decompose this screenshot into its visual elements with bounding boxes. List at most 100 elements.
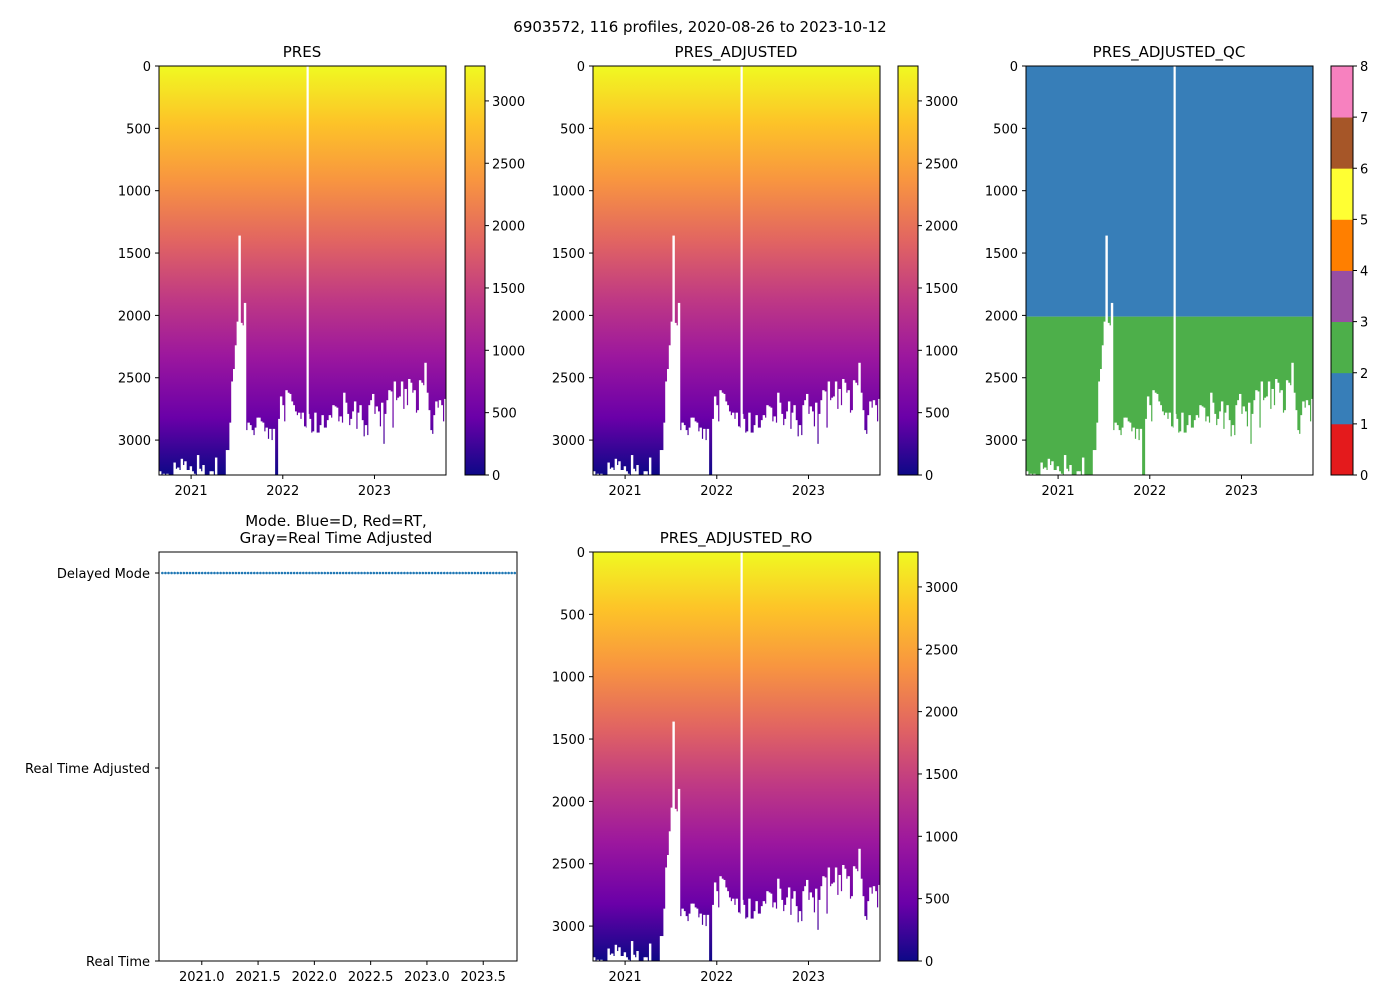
no-data-column bbox=[249, 425, 252, 475]
no-data-column bbox=[867, 901, 870, 961]
no-data-column bbox=[301, 412, 305, 475]
mode-point bbox=[510, 571, 513, 575]
no-data-column bbox=[1280, 390, 1283, 475]
no-data-column bbox=[1249, 443, 1253, 475]
no-data-column bbox=[1161, 411, 1164, 475]
no-data-column bbox=[1172, 427, 1175, 475]
no-data-column bbox=[697, 917, 701, 961]
plot-frame bbox=[592, 65, 881, 476]
no-data-column bbox=[186, 470, 189, 475]
mode-point bbox=[390, 571, 394, 575]
no-data-column bbox=[733, 904, 737, 961]
no-data-column bbox=[620, 470, 623, 475]
no-data-column bbox=[214, 457, 218, 475]
no-data-column bbox=[225, 450, 229, 475]
no-data-column bbox=[872, 886, 876, 961]
no-data-column bbox=[623, 952, 627, 961]
no-data-column bbox=[667, 369, 670, 475]
x-tick-label: 2023 bbox=[792, 970, 825, 985]
no-data-column bbox=[1303, 407, 1307, 475]
mode-point bbox=[323, 571, 327, 575]
no-data-column bbox=[1233, 435, 1236, 475]
no-data-column bbox=[366, 435, 369, 475]
y-tick-label: 500 bbox=[560, 122, 585, 137]
mode-point bbox=[277, 571, 281, 575]
no-data-column bbox=[593, 957, 596, 961]
no-data-column bbox=[1042, 468, 1045, 475]
no-data-column bbox=[371, 393, 375, 475]
no-data-column bbox=[715, 405, 719, 475]
no-data-column bbox=[876, 907, 879, 961]
colorbar-tick-label: 500 bbox=[492, 407, 517, 422]
no-data-column bbox=[270, 440, 274, 475]
colorbar-ticks: 0 500 1000 1500 2000 2500 3000 bbox=[485, 95, 525, 484]
no-data-column bbox=[872, 400, 876, 475]
no-data-column bbox=[330, 417, 333, 475]
no-data-column bbox=[435, 401, 438, 475]
no-data-column bbox=[1029, 473, 1033, 475]
no-data-column bbox=[1264, 397, 1267, 475]
no-data-column bbox=[1210, 392, 1213, 475]
mode-point bbox=[200, 571, 204, 575]
no-data-column bbox=[341, 422, 344, 475]
mode-point bbox=[501, 571, 504, 575]
no-data-column bbox=[1246, 426, 1249, 475]
no-data-column bbox=[314, 412, 317, 475]
no-data-column bbox=[263, 431, 267, 475]
no-data-column bbox=[361, 420, 364, 475]
mode-point bbox=[308, 571, 311, 575]
mode-point bbox=[237, 571, 241, 575]
no-data-column bbox=[1211, 402, 1215, 475]
x-tick-label: 2023.0 bbox=[404, 970, 450, 985]
no-data-column bbox=[1311, 398, 1314, 475]
y-axis: 0 500 1000 1500 2000 2500 3000 bbox=[552, 60, 593, 449]
no-data-column bbox=[1289, 385, 1292, 475]
no-data-column bbox=[1136, 428, 1139, 475]
no-data-column bbox=[1248, 402, 1251, 475]
mode-point bbox=[406, 571, 409, 575]
mode-point bbox=[213, 571, 216, 575]
no-data-column bbox=[755, 901, 758, 961]
no-data-column bbox=[1118, 430, 1121, 475]
y-tick-label: 1500 bbox=[552, 733, 585, 748]
no-data-column bbox=[625, 957, 628, 961]
no-data-column bbox=[350, 418, 353, 475]
mode-point bbox=[222, 571, 225, 575]
no-data-column bbox=[829, 886, 832, 961]
colorbar-tick-label: 8 bbox=[1360, 60, 1368, 75]
no-data-column bbox=[1094, 450, 1097, 475]
colorbar-tick-label: 3000 bbox=[925, 581, 958, 596]
no-data-column bbox=[321, 415, 324, 475]
no-data-column bbox=[1282, 412, 1285, 475]
no-data-column bbox=[793, 405, 796, 475]
y-tick-label: 2500 bbox=[985, 372, 1018, 387]
no-data-column bbox=[663, 422, 666, 475]
no-data-column bbox=[1220, 401, 1224, 475]
y-tick-label: 0 bbox=[143, 60, 151, 75]
no-data-column bbox=[297, 412, 301, 475]
no-data-column bbox=[681, 908, 684, 961]
no-data-column bbox=[704, 440, 708, 475]
no-data-column bbox=[1092, 450, 1096, 475]
no-data-column bbox=[1103, 321, 1107, 475]
no-data-column bbox=[1271, 388, 1274, 475]
no-data-column bbox=[771, 907, 775, 961]
mode-point bbox=[381, 571, 385, 575]
no-data-column bbox=[370, 400, 373, 475]
no-data-column bbox=[870, 893, 874, 961]
colorbar-ticks: 0 1 2 3 4 5 6 7 8 bbox=[1353, 60, 1368, 484]
no-data-column bbox=[1269, 408, 1273, 475]
mode-point bbox=[286, 571, 290, 575]
no-data-column bbox=[719, 876, 722, 961]
no-data-column bbox=[381, 402, 384, 475]
no-data-column bbox=[665, 867, 668, 961]
no-data-column bbox=[721, 392, 724, 475]
no-data-column bbox=[679, 916, 683, 961]
no-data-column bbox=[695, 422, 699, 475]
no-data-column bbox=[692, 903, 695, 961]
no-data-column bbox=[312, 431, 315, 475]
no-data-column bbox=[1195, 415, 1199, 475]
qc-fill bbox=[1026, 66, 1313, 475]
no-data-column bbox=[701, 924, 704, 961]
no-data-column bbox=[730, 415, 733, 475]
